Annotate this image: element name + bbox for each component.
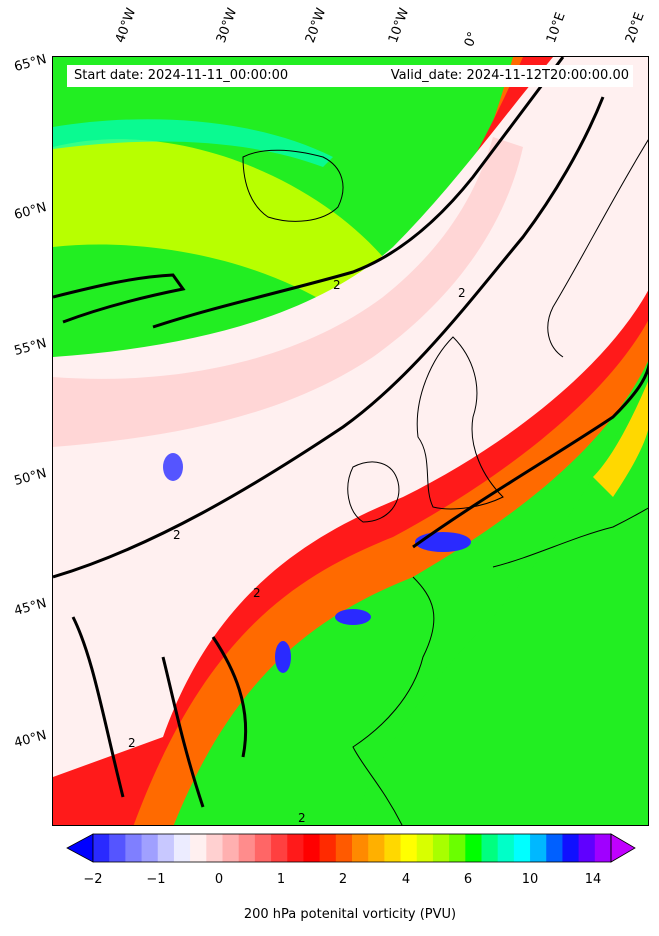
colorbar-cell: [465, 834, 482, 862]
start-date-label: Start date: 2024-11-11_00:00:00: [74, 68, 289, 83]
colorbar-cell: [254, 834, 272, 862]
lat-label-65n: 65°N: [12, 52, 49, 75]
colorbar-cell: [497, 834, 515, 862]
britain-coastline: [416, 336, 504, 510]
pv-pink-core: [53, 57, 648, 777]
contour-label: 2: [128, 736, 136, 750]
pv-cyan-streak: [53, 119, 333, 167]
colorbar-cell: [157, 834, 175, 862]
pv-2-contour: [152, 57, 565, 329]
colorbar-tick-label: 0: [214, 872, 224, 887]
contour-label: 2: [173, 528, 181, 542]
colorbar-cell: [287, 834, 304, 862]
lat-label-40n: 40°N: [12, 728, 49, 751]
map-frame: 2 2 2 2 2 2 Start date: 2024-11-11_00:00…: [52, 56, 649, 826]
colorbar-title: 200 hPa potenital vorticity (PVU): [243, 907, 457, 922]
colorbar-cell: [238, 834, 256, 862]
colorbar-cell: [173, 834, 191, 862]
pv-east-green-zone: [353, 362, 648, 825]
colorbar-cell: [449, 834, 466, 862]
pv-2-contour: [71, 616, 125, 798]
lon-label-40w: 40°W: [112, 6, 140, 45]
colorbar-cell: [416, 834, 434, 862]
colorbar-extend-min: [66, 833, 94, 863]
colorbar-cell: [368, 834, 385, 862]
colorbar-cell: [546, 834, 563, 862]
pv-east-yellow-patch: [593, 381, 648, 497]
colorbar-extend-max: [610, 833, 636, 863]
colorbar-cell: [400, 834, 418, 862]
header-bar: Start date: 2024-11-11_00:00:00 Valid_da…: [67, 65, 633, 87]
pv-field-map: 2 2 2 2 2 2: [53, 57, 648, 825]
colorbar-cell: [432, 834, 450, 862]
contour-label: 2: [253, 586, 261, 600]
lon-label-20w: 20°W: [302, 6, 330, 45]
pv-northwest-band: [53, 139, 383, 307]
colorbar: [66, 833, 636, 863]
colorbar-cell: [222, 834, 240, 862]
pv-blue-patch: [415, 532, 471, 552]
iceland-coastline: [242, 149, 344, 222]
colorbar-cell: [125, 834, 143, 862]
contour-label: 2: [458, 286, 466, 300]
colorbar-cell: [578, 834, 596, 862]
colorbar-cell: [481, 834, 499, 862]
lat-label-50n: 50°N: [12, 466, 49, 489]
colorbar-cell: [206, 834, 223, 862]
colorbar-tick-label: 14: [584, 872, 602, 887]
pv-2-contour: [53, 96, 605, 579]
pv-light-red-core: [53, 137, 523, 447]
colorbar-cell: [190, 834, 207, 862]
ireland-coastline: [347, 461, 400, 523]
colorbar-tick-label: 4: [401, 872, 411, 887]
colorbar-border: [92, 833, 612, 863]
pv-blue-patch: [163, 453, 183, 481]
colorbar-tick-label: −2: [83, 872, 103, 887]
colorbar-cell: [513, 834, 531, 862]
colorbar-cell: [303, 834, 321, 862]
colorbar-tick-label: −1: [146, 872, 166, 887]
colorbar-cell: [271, 834, 288, 862]
pv-2-contour: [412, 362, 648, 549]
lon-label-20e: 20°E: [622, 10, 648, 46]
lat-label-55n: 55°N: [12, 336, 49, 359]
pv-blue-patch: [335, 609, 371, 625]
pv-2-contour: [211, 636, 248, 758]
colorbar-tick-label: 1: [276, 872, 286, 887]
colorbar-cell: [335, 834, 353, 862]
colorbar-cell: [109, 834, 126, 862]
norway-coastline: [547, 139, 648, 358]
colorbar-cells: [66, 833, 636, 863]
colorbar-cell: [562, 834, 580, 862]
europe-coastline: [492, 507, 648, 568]
colorbar-cell: [594, 834, 612, 862]
colorbar-cell: [93, 834, 110, 862]
colorbar-cell: [384, 834, 402, 862]
europe-coastline: [352, 576, 435, 825]
colorbar-cell: [319, 834, 337, 862]
lon-label-0: 0°: [461, 29, 482, 49]
valid-date-label: Valid_date: 2024-11-12T20:00:00.00: [390, 68, 629, 83]
colorbar-tick-label: 10: [521, 872, 539, 887]
colorbar-tick-label: 2: [338, 872, 348, 887]
pv-2-contour: [53, 273, 186, 324]
colorbar-tick-label: 6: [463, 872, 473, 887]
colorbar-cell: [352, 834, 369, 862]
lat-label-60n: 60°N: [12, 200, 49, 223]
lon-label-10w: 10°W: [385, 6, 413, 45]
colorbar-cell: [141, 834, 159, 862]
pv-2-contour: [161, 656, 205, 808]
pv-blue-patch: [275, 641, 291, 673]
lat-label-45n: 45°N: [12, 596, 49, 619]
contour-label: 2: [333, 278, 341, 292]
lon-label-30w: 30°W: [213, 6, 241, 45]
colorbar-cell: [530, 834, 547, 862]
lon-label-10e: 10°E: [543, 10, 569, 46]
contour-label: 2: [298, 811, 306, 825]
